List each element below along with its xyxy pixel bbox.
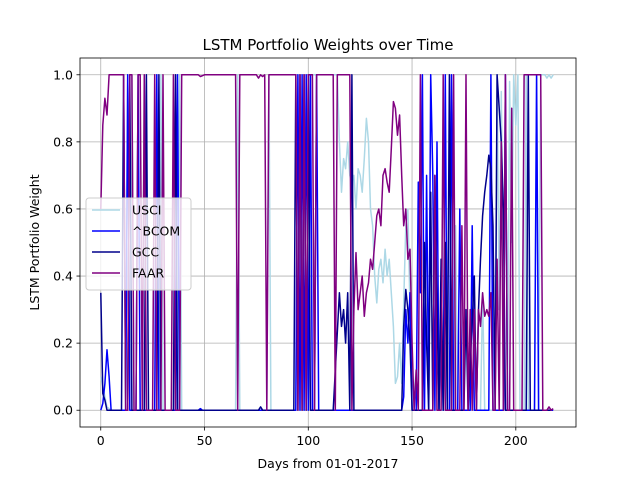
x-tick-label: 0 (97, 433, 105, 448)
legend-label: USCI (132, 203, 162, 218)
y-axis-title: LSTM Portfolio Weight (27, 174, 42, 310)
axis-ticks: 0 50 100 150 200 0.0 0.2 0.4 0.6 0.8 1.0 (53, 67, 528, 448)
x-tick-label: 200 (504, 433, 528, 448)
series-line-faar (100, 74, 554, 411)
legend-box (85, 197, 192, 291)
legend-label: GCC (132, 245, 159, 260)
y-tick-label: 0.2 (53, 336, 73, 351)
x-tick-label: 150 (400, 433, 424, 448)
x-axis-title: Days from 01-01-2017 (258, 456, 399, 471)
chart-title: LSTM Portfolio Weights over Time (203, 36, 454, 54)
series-lines (100, 74, 554, 411)
legend: USCI ^BCOM GCC FAAR (85, 197, 192, 291)
y-tick-label: 0.6 (53, 201, 73, 216)
series-line-gcc (100, 74, 552, 411)
legend-label: FAAR (132, 266, 164, 281)
x-tick-label: 100 (296, 433, 320, 448)
y-tick-label: 0.8 (53, 134, 73, 149)
plot-frame (79, 57, 577, 428)
x-tick-label: 50 (197, 433, 213, 448)
legend-label: ^BCOM (132, 224, 180, 239)
y-tick-label: 0.4 (53, 269, 73, 284)
y-tick-label: 0.0 (53, 403, 73, 418)
y-tick-label: 1.0 (53, 67, 73, 82)
